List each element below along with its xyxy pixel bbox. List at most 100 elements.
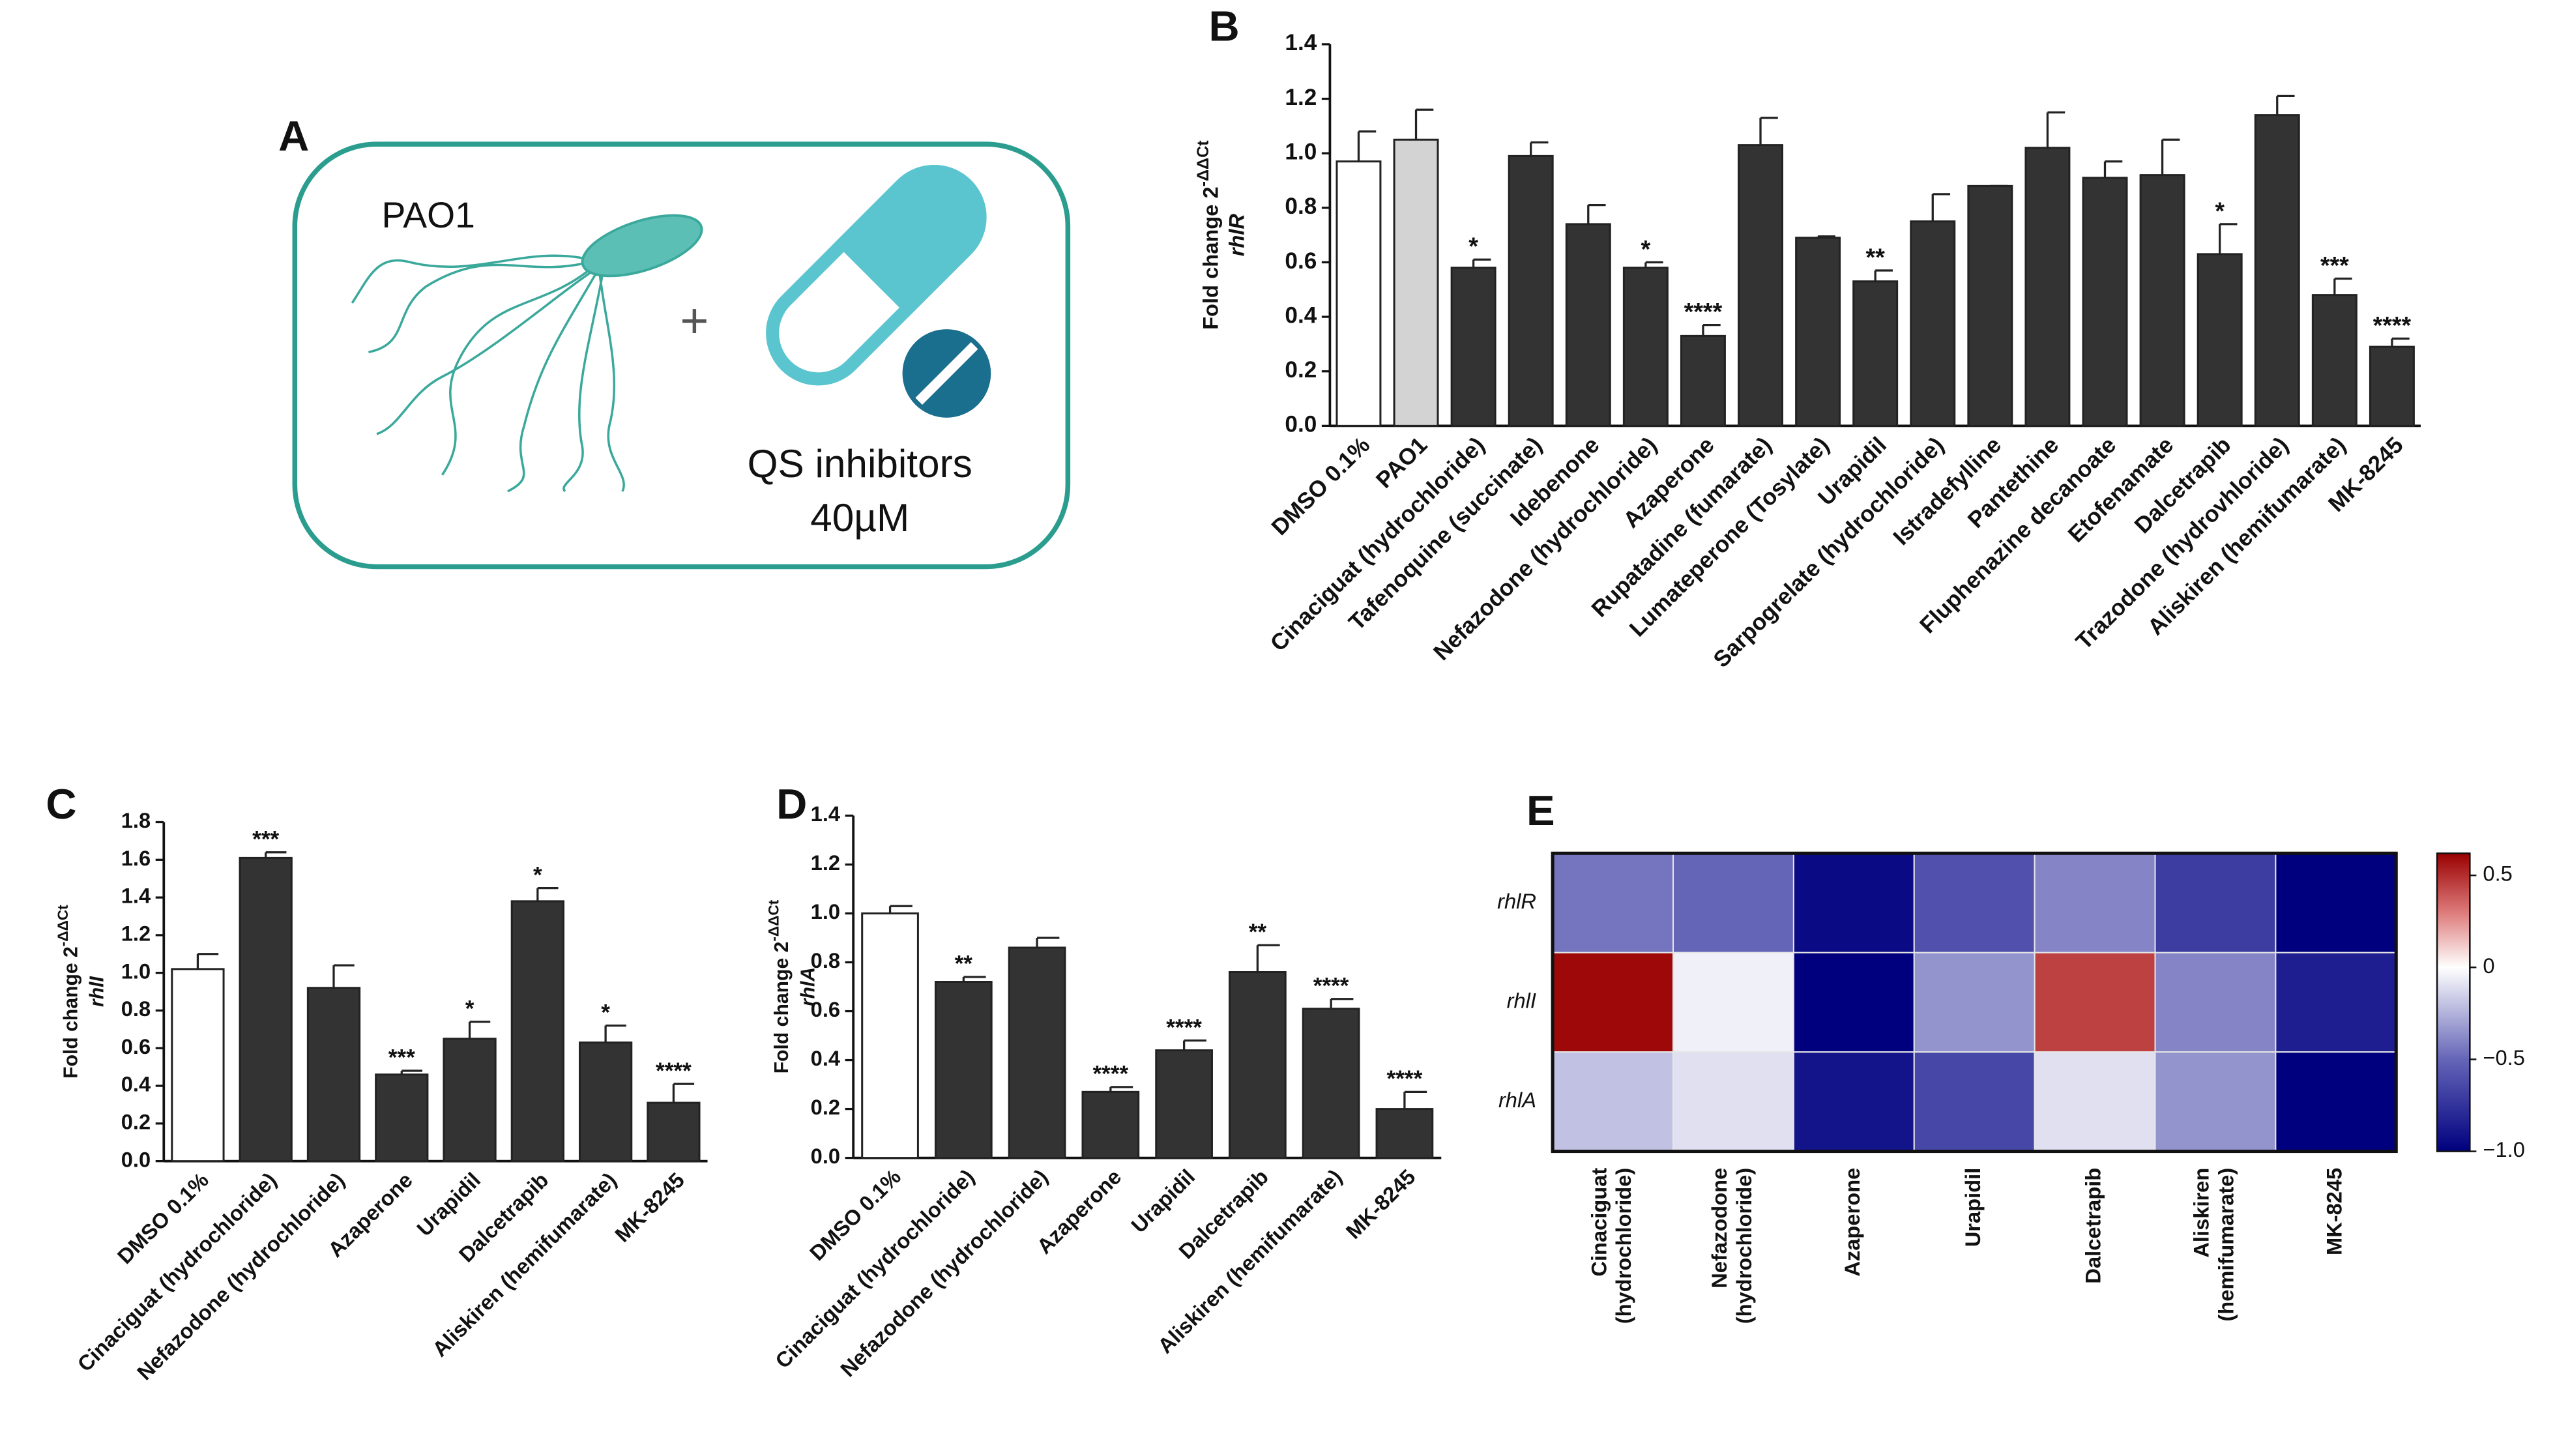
colorbar (2436, 852, 2471, 1152)
heat-cell (1552, 852, 1674, 954)
flagella (351, 254, 625, 493)
significance: * (1641, 235, 1651, 263)
y-tick-label: 1.4 (811, 802, 840, 826)
y-tick-label: 1.2 (121, 921, 151, 945)
colorbar-tick-label: −1.0 (2483, 1137, 2524, 1161)
y-axis-gene: rhlR (1224, 214, 1248, 257)
bar (1795, 237, 1841, 427)
y-tick-label: 1.4 (121, 884, 151, 908)
tablet-stripe (915, 342, 978, 405)
bar (1229, 971, 1287, 1159)
bar (2369, 345, 2415, 427)
y-tick-label: 1.0 (1285, 139, 1317, 164)
bar (1336, 160, 1382, 427)
heat-cell (2154, 1051, 2277, 1152)
y-axis-label: Fold change 2-ΔΔCt (1194, 140, 1223, 330)
bar (1081, 1090, 1140, 1159)
colorbar-tick-label: −0.5 (2483, 1045, 2524, 1070)
significance: *** (252, 826, 279, 852)
row-label: rhlA (1498, 1088, 1536, 1112)
significance: * (465, 997, 474, 1022)
bar (1393, 138, 1439, 427)
y-axis-label: Fold change 2-ΔΔCt (766, 899, 793, 1073)
significance: **** (1387, 1066, 1423, 1092)
bar (934, 981, 993, 1159)
y-axis-label-main: Fold change 2 (771, 942, 793, 1074)
significance: **** (2373, 312, 2412, 339)
heat-cell (2154, 852, 2277, 954)
bar (1738, 144, 1783, 427)
heat-cell (1792, 952, 1915, 1053)
bar (306, 987, 361, 1163)
y-tick-label: 0.8 (811, 948, 840, 972)
y-tick-label: 0.2 (121, 1109, 151, 1133)
colorbar-tick-label: 0 (2483, 954, 2494, 978)
column-label: (hemifumarate) (2213, 1168, 2238, 1322)
y-tick-label: 1.0 (121, 959, 151, 983)
heat-cell (2034, 952, 2156, 1053)
heat-cell (1552, 952, 1674, 1053)
significance: **** (656, 1058, 692, 1084)
bacterium (581, 214, 703, 278)
bar (1302, 1008, 1360, 1159)
significance: **** (1092, 1062, 1128, 1087)
bar (239, 856, 293, 1163)
bar (861, 912, 919, 1159)
significance: ** (1866, 243, 1886, 270)
y-axis-label-sup: -ΔΔCt (1194, 140, 1212, 187)
heat-cell (2034, 1051, 2156, 1152)
column-label: Azaperone (1840, 1168, 1864, 1277)
heat-cell (1672, 952, 1794, 1053)
y-tick-label: 0.4 (121, 1072, 151, 1096)
y-tick-label: 0.6 (811, 997, 840, 1021)
bar (2197, 253, 2243, 427)
column-label: Urapidil (1961, 1168, 1985, 1247)
y-tick-label: 0.4 (1285, 302, 1317, 328)
y-tick-label: 1.2 (1285, 85, 1317, 110)
bar (2311, 294, 2358, 427)
bar (647, 1101, 701, 1163)
y-axis-gene: rhlA (797, 967, 819, 1006)
bar (443, 1038, 497, 1163)
heat-cell (1672, 1051, 1794, 1152)
column-label: MK-8245 (2322, 1168, 2346, 1255)
y-axis-label: Fold change 2-ΔΔCt (55, 905, 82, 1079)
bar (1565, 223, 1611, 427)
heat-cell (2275, 952, 2397, 1053)
capsule (766, 164, 987, 386)
panel-label: C (46, 780, 76, 828)
column-label: Nefazodone (1707, 1168, 1731, 1289)
significance: * (2215, 197, 2225, 224)
heat-cell (2154, 952, 2277, 1053)
heat-cell (1792, 1051, 1915, 1152)
column-label: (hydrochloride) (1611, 1168, 1635, 1324)
column-label: (hydrochloride) (1732, 1168, 1756, 1324)
significance: *** (388, 1045, 415, 1071)
panel-label: B (1208, 3, 1239, 50)
y-tick-label: 1.4 (1285, 30, 1317, 55)
heat-cell (1672, 852, 1794, 954)
heat-cell (2034, 852, 2156, 954)
bar (1680, 334, 1726, 427)
heat-cell (1792, 852, 1915, 954)
bar (578, 1041, 633, 1163)
panel-label: D (776, 780, 807, 828)
dose-label: 40µM (810, 495, 909, 540)
panel-label: E (1526, 787, 1555, 834)
bar (375, 1073, 429, 1163)
y-tick-label: 1.0 (811, 899, 840, 924)
heat-cell (1913, 952, 2036, 1053)
bar (2082, 177, 2128, 427)
y-axis-label-main: Fold change 2 (1198, 186, 1222, 330)
y-tick-label: 0.0 (1285, 412, 1317, 437)
bar (1967, 184, 2013, 427)
x-tick-label: DMSO 0.1% (1267, 432, 1375, 540)
y-tick-label: 0.8 (121, 997, 151, 1021)
row-label: rhlR (1497, 889, 1536, 913)
y-tick-label: 0.6 (121, 1034, 151, 1058)
column-label: Dalcetrapib (2081, 1168, 2105, 1284)
y-tick-label: 1.2 (811, 851, 840, 875)
frame (292, 141, 1071, 570)
organism-label: PAO1 (381, 195, 474, 235)
